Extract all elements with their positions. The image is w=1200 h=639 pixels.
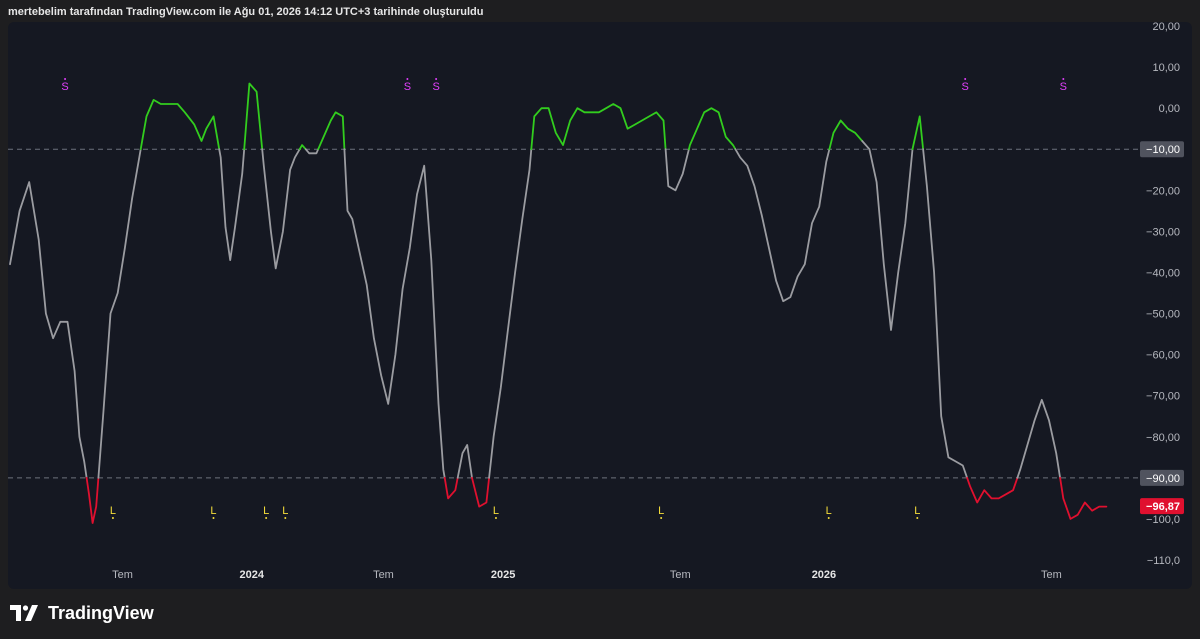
series-segment-oversold xyxy=(1059,476,1108,520)
level-badge-label: −90,00 xyxy=(1146,473,1180,485)
y-tick-label: −50,00 xyxy=(1146,309,1180,321)
series-segment-neutral xyxy=(97,148,142,479)
x-tick-label: Tem xyxy=(1041,569,1062,581)
signal-markers: S S S S S L L L L L L L L xyxy=(61,78,1067,519)
sell-marker-dot xyxy=(1062,78,1065,80)
series-segment-neutral xyxy=(861,140,914,331)
time-axis: Tem 2024 Tem 2025 Tem 2026 Tem xyxy=(112,569,1062,581)
buy-marker-dot xyxy=(916,517,919,519)
series-segment-overbought xyxy=(688,107,737,151)
y-tick-label: −60,00 xyxy=(1146,350,1180,362)
x-tick-label: Tem xyxy=(670,569,691,581)
last-value-badge xyxy=(1140,498,1184,515)
buy-marker-dot xyxy=(284,517,287,519)
series-segment-neutral xyxy=(261,148,301,270)
y-tick-label: −70,00 xyxy=(1146,391,1180,403)
sell-marker-dot xyxy=(964,78,967,80)
series-segment-overbought xyxy=(828,119,864,151)
series-segment-neutral xyxy=(456,444,473,479)
buy-marker: L xyxy=(282,505,288,517)
series-segment-neutral xyxy=(1016,398,1061,479)
sell-marker: S xyxy=(962,81,969,93)
chart-panel[interactable]: S S S S S L L L L L L L L Tem 2024 Tem 2025 Tem 2026 Tem 2… xyxy=(8,22,1192,589)
buy-marker: L xyxy=(826,505,832,517)
y-tick-label: −110,0 xyxy=(1147,555,1180,567)
sell-marker: S xyxy=(404,81,411,93)
series-segment-overbought xyxy=(139,99,221,151)
chart-caption: mertebelim tarafından TradingView.com il… xyxy=(8,6,484,18)
buy-marker: L xyxy=(210,505,216,517)
buy-marker: L xyxy=(914,505,920,517)
level-lines xyxy=(8,148,1138,479)
level-badge xyxy=(1140,141,1184,158)
y-tick-label: −20,00 xyxy=(1146,185,1180,197)
price-axis: 20,00 10,00 0,00 −20,00 −30,00 −40,00 −50,00 −6… xyxy=(1140,22,1184,567)
series-segment-oversold xyxy=(471,476,490,508)
y-tick-label: −100,0 xyxy=(1146,514,1180,526)
level-badge-label: −10,00 xyxy=(1146,144,1180,156)
buy-marker-dot xyxy=(494,517,497,519)
y-tick-label: −40,00 xyxy=(1146,267,1180,279)
buy-marker: L xyxy=(493,505,499,517)
sell-marker-dot xyxy=(64,78,67,80)
buy-marker: L xyxy=(263,505,269,517)
series-segment-oversold xyxy=(966,476,1019,504)
series-segment-neutral xyxy=(488,148,533,479)
buy-marker-dot xyxy=(111,517,114,519)
tradingview-logo-icon xyxy=(10,605,38,621)
buy-marker: L xyxy=(110,505,116,517)
brand-name: TradingView xyxy=(48,602,154,623)
x-tick-label: 2025 xyxy=(491,569,515,581)
series-segment-overbought xyxy=(911,115,924,151)
series-segment-neutral xyxy=(734,148,831,303)
sell-marker: S xyxy=(432,81,439,93)
series-segment-oversold xyxy=(443,476,459,500)
x-tick-label: Tem xyxy=(373,569,394,581)
series-segment-oversold xyxy=(85,476,100,524)
buy-marker-dot xyxy=(827,517,830,519)
series-segment-neutral xyxy=(343,148,446,479)
y-tick-label: 20,00 xyxy=(1152,22,1180,33)
series-segment-neutral xyxy=(304,148,320,155)
sell-marker-dot xyxy=(435,78,438,80)
series-segment-neutral xyxy=(9,181,88,479)
x-tick-label: Tem xyxy=(112,569,133,581)
y-tick-label: 10,00 xyxy=(1152,62,1180,74)
sell-marker-dot xyxy=(406,78,409,80)
buy-marker-dot xyxy=(212,517,215,519)
buy-marker-dot xyxy=(660,517,663,519)
series-segment-neutral xyxy=(664,148,690,192)
buy-marker: L xyxy=(658,505,664,517)
tradingview-logo[interactable]: TradingView xyxy=(10,600,154,626)
series-segment-overbought xyxy=(317,111,346,151)
y-tick-label: 0,00 xyxy=(1159,103,1180,115)
series-segment-overbought xyxy=(530,103,667,151)
buy-marker-dot xyxy=(265,517,268,519)
series-segment-overbought xyxy=(243,82,264,151)
y-tick-label: −30,00 xyxy=(1146,226,1180,238)
level-badge xyxy=(1140,469,1184,486)
sell-marker: S xyxy=(61,81,68,93)
oscillator-chart[interactable]: S S S S S L L L L L L L L Tem 2024 Tem 2025 Tem 2026 Tem 2… xyxy=(8,22,1192,589)
series-segment-overbought xyxy=(298,144,307,151)
x-tick-label: 2024 xyxy=(240,569,265,581)
y-tick-label: −80,00 xyxy=(1146,432,1180,444)
series-segment-neutral xyxy=(922,148,968,479)
x-tick-label: 2026 xyxy=(812,569,836,581)
series-segment-neutral xyxy=(218,148,246,261)
last-value-label: −96,87 xyxy=(1146,501,1180,513)
oscillator-series xyxy=(9,82,1108,524)
sell-marker: S xyxy=(1060,81,1067,93)
